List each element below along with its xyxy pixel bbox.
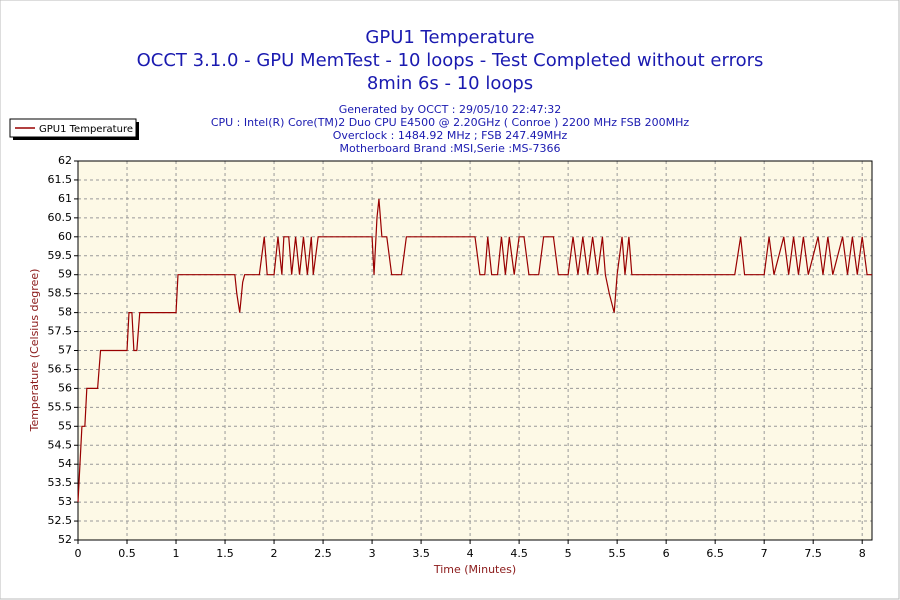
y-tick-label: 60 (58, 230, 72, 243)
y-tick-label: 58.5 (48, 287, 73, 300)
note: Generated by OCCT : 29/05/10 22:47:32 (339, 103, 562, 116)
y-tick-label: 57 (58, 344, 72, 357)
y-tick-label: 60.5 (48, 211, 73, 224)
y-tick-label: 59 (58, 268, 72, 281)
note: CPU : Intel(R) Core(TM)2 Duo CPU E4500 @… (211, 116, 690, 129)
x-tick-label: 3 (369, 547, 376, 560)
legend-box (9, 118, 137, 138)
y-tick-label: 61 (58, 192, 72, 205)
y-tick-label: 52 (58, 533, 72, 546)
y-tick-label: 53.5 (48, 476, 73, 489)
x-tick-label: 1.5 (216, 547, 234, 560)
y-axis-label: Temperature (Celsius degree) (28, 269, 41, 433)
y-tick-label: 57.5 (48, 325, 73, 338)
x-tick-label: 6 (663, 547, 670, 560)
y-tick-label: 52.5 (48, 514, 73, 527)
y-tick-label: 55 (58, 419, 72, 432)
legend-label: GPU1 Temperature (39, 124, 133, 135)
y-tick-label: 59.5 (48, 249, 73, 262)
x-tick-label: 7.5 (804, 547, 822, 560)
plot-border (77, 160, 873, 541)
x-tick-label: 4 (467, 547, 474, 560)
x-tick-label: 0 (75, 547, 82, 560)
y-tick-label: 55.5 (48, 400, 73, 413)
y-tick-label: 62 (58, 154, 72, 167)
x-tick-label: 3.5 (412, 547, 430, 560)
x-tick-label: 0.5 (118, 547, 136, 560)
note: Overclock : 1484.92 MHz ; FSB 247.49MHz (333, 129, 568, 142)
x-tick-label: 5 (565, 547, 572, 560)
chart-subtitle: OCCT 3.1.0 - GPU MemTest - 10 loops - Te… (137, 50, 764, 71)
x-tick-label: 5.5 (608, 547, 626, 560)
y-tick-label: 53 (58, 495, 72, 508)
y-tick-label: 61.5 (48, 173, 73, 186)
y-tick-label: 58 (58, 306, 72, 319)
y-tick-label: 54 (58, 457, 72, 470)
x-tick-label: 1 (173, 547, 180, 560)
x-tick-label: 2 (271, 547, 278, 560)
y-tick-label: 56 (58, 381, 72, 394)
data-line (77, 198, 872, 503)
chart-title: GPU1 Temperature (365, 27, 534, 48)
x-axis-label: Time (Minutes) (433, 563, 516, 576)
note: Motherboard Brand :MSI,Serie :MS-7366 (340, 142, 561, 155)
x-tick-label: 4.5 (510, 547, 528, 560)
chart-subtitle: 8min 6s - 10 loops (367, 73, 533, 94)
x-tick-label: 2.5 (314, 547, 332, 560)
x-tick-label: 8 (859, 547, 866, 560)
y-tick-label: 56.5 (48, 362, 73, 375)
x-tick-label: 6.5 (706, 547, 724, 560)
y-tick-label: 54.5 (48, 438, 73, 451)
x-tick-label: 7 (761, 547, 768, 560)
